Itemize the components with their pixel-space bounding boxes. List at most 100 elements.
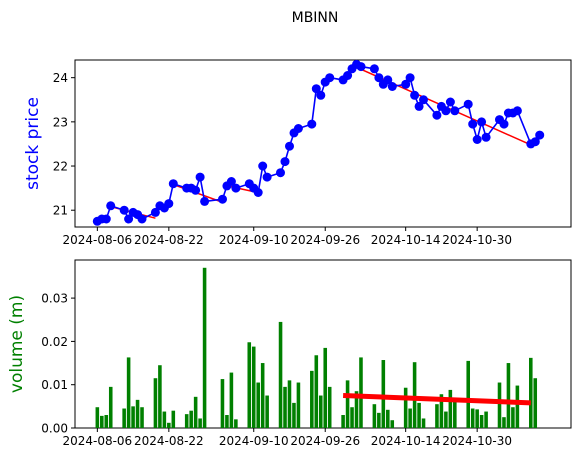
volume-bar: [225, 415, 229, 428]
volume-trend-line: [343, 393, 531, 406]
volume-bar: [323, 347, 328, 428]
price-point: [410, 90, 420, 100]
price-point: [307, 119, 317, 129]
volume-bar: [386, 409, 390, 428]
price-point: [150, 207, 160, 217]
volume-trend-lines: [343, 393, 531, 406]
price-point: [530, 137, 540, 147]
volume-bar: [131, 406, 135, 428]
price-point: [262, 172, 272, 182]
volume-bar: [283, 386, 287, 428]
volume-bar: [104, 415, 109, 428]
price-point: [280, 157, 290, 167]
price-point: [374, 73, 384, 83]
volume-ytick-label: 0.02: [41, 335, 68, 349]
price-xtick-label: 2024-09-26: [290, 233, 360, 247]
volume-bar: [310, 370, 314, 428]
volume-ylabel: volume (m): [7, 295, 27, 393]
volume-bar: [184, 414, 189, 428]
volume-bar: [234, 419, 238, 428]
volume-bar: [453, 399, 457, 428]
volume-bar: [372, 404, 377, 428]
price-xtick-label: 2024-08-22: [134, 233, 204, 247]
price-point: [356, 62, 366, 72]
price-point: [231, 183, 241, 193]
volume-bar: [100, 415, 104, 428]
volume-bar: [251, 346, 256, 428]
volume-bar: [189, 410, 193, 428]
price-point: [293, 124, 303, 133]
price-point: [401, 79, 411, 89]
volume-bar: [533, 378, 538, 428]
volume-bar: [193, 396, 198, 428]
volume-bar: [408, 408, 412, 428]
volume-xtick-label: 2024-09-26: [290, 434, 360, 448]
price-point: [450, 106, 460, 116]
volume-bar: [158, 365, 162, 428]
price-point: [441, 106, 451, 116]
volume-bar: [278, 321, 283, 428]
price-point: [218, 194, 227, 204]
price-xtick-label: 2024-10-14: [371, 233, 441, 247]
price-point: [195, 172, 205, 182]
price-point: [419, 95, 428, 105]
volume-bar: [506, 363, 511, 428]
figure-title: MBINN: [292, 10, 339, 26]
price-point: [101, 214, 111, 224]
price-point: [191, 185, 201, 195]
volume-bar: [412, 362, 417, 428]
price-point: [414, 101, 424, 111]
price-point: [387, 82, 397, 91]
price-xtick-label: 2024-08-06: [62, 233, 132, 247]
price-point: [164, 199, 174, 209]
volume-xtick-label: 2024-09-10: [219, 434, 289, 448]
price-point: [535, 130, 545, 140]
volume-bar: [247, 342, 252, 428]
volume-xtick-label: 2024-10-14: [371, 434, 441, 448]
volume-bar: [202, 267, 207, 428]
volume-bar: [350, 407, 354, 428]
volume-bar: [403, 387, 408, 428]
volume-bar: [327, 386, 332, 428]
price-point: [472, 135, 482, 144]
volume-bar: [135, 399, 140, 428]
volume-bar: [265, 395, 269, 428]
price-point: [106, 201, 116, 211]
price-xtick-label: 2024-09-10: [219, 233, 289, 247]
volume-bar: [314, 355, 319, 428]
price-point: [200, 196, 210, 206]
price-point: [124, 214, 134, 224]
price-point: [311, 84, 321, 94]
volume-bar: [377, 412, 381, 428]
price-point: [343, 71, 353, 80]
volume-bar: [220, 379, 225, 428]
price-point: [477, 117, 487, 127]
volume-bar: [466, 360, 471, 428]
volume-bar: [444, 411, 448, 428]
volume-bar: [167, 422, 171, 428]
price-point: [383, 75, 393, 85]
price-point: [316, 90, 326, 100]
volume-bars: [95, 267, 538, 428]
price-point: [405, 73, 415, 83]
volume-bar: [435, 404, 439, 428]
price-point: [432, 110, 442, 120]
volume-xtick-label: 2024-08-06: [62, 434, 132, 448]
volume-bar: [296, 382, 301, 428]
price-ylabel: stock price: [23, 97, 43, 190]
volume-bar: [256, 382, 260, 428]
price-point: [468, 119, 478, 129]
volume-axes: 2024-08-06 2024-08-22 2024-09-10 2024-09-26…: [7, 259, 572, 448]
volume-bar: [126, 357, 131, 428]
volume-bar: [421, 418, 426, 428]
price-series: [92, 59, 545, 226]
volume-xtick-label: 2024-08-22: [134, 434, 204, 448]
volume-bar: [484, 411, 488, 428]
price-point: [499, 119, 509, 129]
price-point: [325, 73, 335, 83]
price-ytick-label: 21: [53, 204, 68, 218]
volume-bar: [479, 415, 484, 428]
volume-bar: [198, 418, 202, 428]
volume-bar: [95, 407, 100, 428]
